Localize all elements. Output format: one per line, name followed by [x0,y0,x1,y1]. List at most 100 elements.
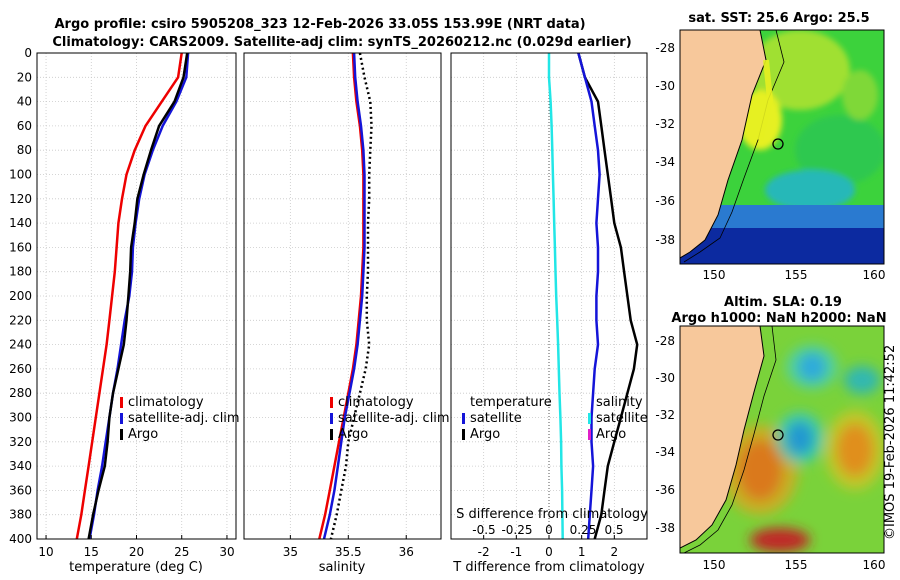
difference-lines [547,53,639,539]
x-tick-label: 35.5 [335,545,362,559]
legend-label-t-satellite: satellite [470,411,522,426]
sla-eddy-cold [844,366,880,394]
depth-tick-label: 0 [24,46,32,60]
salinity-panel: 35 35.5 36 salinity climatology satellite-… [243,52,450,575]
sla-map-frame [679,325,885,554]
sla-lat-tick: -28 [655,334,675,348]
sla-lat-tick: -36 [655,483,675,497]
depth-tick-label: 80 [17,143,32,157]
x-tick-label: 15 [84,545,99,559]
legend-label-argo: Argo [128,427,158,442]
legend-label-satellite: satellite-adj. clim [338,411,450,426]
series-line-t-satellite [547,53,564,539]
t-difference-xlabel: T difference from climatology [452,560,645,575]
title-line-2: Climatology: CARS2009. Satellite-adj cli… [52,35,631,50]
sla-argo-marker [772,429,784,441]
temperature-lines [75,53,190,539]
depth-tick-label: 220 [9,313,32,327]
sst-lat-tick: -36 [655,194,675,208]
legend-swatch-s-argo [588,429,591,440]
sst-patch [765,170,855,210]
sst-lat-tick: -34 [655,155,675,169]
sst-land [680,30,766,258]
sla-map-title-1: Altim. SLA: 0.19 [724,295,842,310]
sla-eddy-warm [750,528,810,552]
sla-map-field [680,326,884,553]
legend-label-s-argo: Argo [596,427,626,442]
depth-tick-label: 20 [17,70,32,84]
legend-title-salinity: salinity [596,395,643,410]
x-tick-label: 0 [545,545,553,559]
sla-isobath [683,326,777,553]
depth-tick-label: 320 [9,435,32,449]
legend-label-argo: Argo [338,427,368,442]
sst-patch [795,115,884,185]
sla-land [680,326,764,548]
imos-credit: ©IMOS 19-Feb-2026 11:42:52 [883,345,898,540]
temperature-legend: climatology satellite-adj. clim Argo [120,395,240,442]
depth-tick-label: 280 [9,386,32,400]
x-tick-label: -2 [478,545,490,559]
depth-tick-label: 60 [17,119,32,133]
s-tick: -0.5 [472,523,495,537]
sla-lat-tick: -34 [655,445,675,459]
sst-lon-tick: 160 [863,268,886,282]
s-tick: 0.5 [604,523,623,537]
x-tick-label: 25 [174,545,189,559]
sla-coastline [680,326,765,549]
depth-tick-label: 100 [9,168,32,182]
legend-swatch-t-satellite [462,413,465,424]
legend-swatch-satellite [120,413,123,424]
sst-warm-current [757,59,774,141]
sst-map-title: sat. SST: 25.6 Argo: 25.5 [688,11,869,26]
series-line-satellite-adj-clim [322,53,366,539]
legend-swatch-satellite [330,413,333,424]
salinity-xlabel: salinity [319,560,366,575]
temperature-panel: 0 20 40 60 80 100 120 140 160 180 200 220 240 260 280 3… [9,46,240,575]
title-line-1: Argo profile: csiro 5905208_323 12-Feb-2… [54,17,585,32]
sla-lat-tick: -30 [655,371,675,385]
sla-lat-tick: -38 [655,521,675,535]
depth-tick-label: 40 [17,95,32,109]
sst-band-cold [680,228,884,264]
legend-swatch-argo [120,429,123,440]
s-tick: 0.25 [570,523,597,537]
temperature-grid [37,52,236,540]
sst-lat-tick: -38 [655,233,675,247]
x-tick-label: 30 [219,545,234,559]
salinity-lines [318,53,373,539]
legend-swatch-t-argo [462,429,465,440]
depth-tick-label: 140 [9,216,32,230]
salinity-ticks: 35 35.5 36 [283,535,414,559]
sla-map-panel: Altim. SLA: 0.19 Argo h1000: NaN h2000: … [655,295,886,572]
sla-eddies [722,345,884,552]
legend-label-satellite: satellite-adj. clim [128,411,240,426]
depth-tick-label: 240 [9,338,32,352]
sla-lat-tick: -32 [655,408,675,422]
s-tick: 0 [545,523,553,537]
x-tick-label: -1 [510,545,522,559]
x-tick-label: 35 [283,545,298,559]
difference-legend-salinity: salinity satellite Argo [588,395,648,442]
x-tick-label: 2 [611,545,619,559]
depth-tick-label: 160 [9,240,32,254]
legend-swatch-argo [330,429,333,440]
sst-patch [842,70,878,120]
sst-lat-tick: -30 [655,79,675,93]
temperature-ticks: 0 20 40 60 80 100 120 140 160 180 200 220 240 260 280 3… [9,46,235,559]
depth-tick-label: 380 [9,508,32,522]
legend-swatch-s-satellite [588,413,591,424]
sla-lon-tick: 160 [863,558,886,572]
sst-map-panel: sat. SST: 25.6 Argo: 25.5 -28 -30 -32 -3… [655,11,885,282]
depth-tick-label: 200 [9,289,32,303]
legend-swatch-climatology [120,397,123,408]
x-tick-label: 10 [38,545,53,559]
sst-argo-marker [772,138,784,150]
depth-tick-label: 300 [9,411,32,425]
sla-eddy-cold-halo [776,412,824,464]
s-tick: -0.25 [501,523,532,537]
sla-lon-tick: 155 [785,558,808,572]
sst-lat-tick: -28 [655,41,675,55]
sst-lat-tick: -32 [655,117,675,131]
